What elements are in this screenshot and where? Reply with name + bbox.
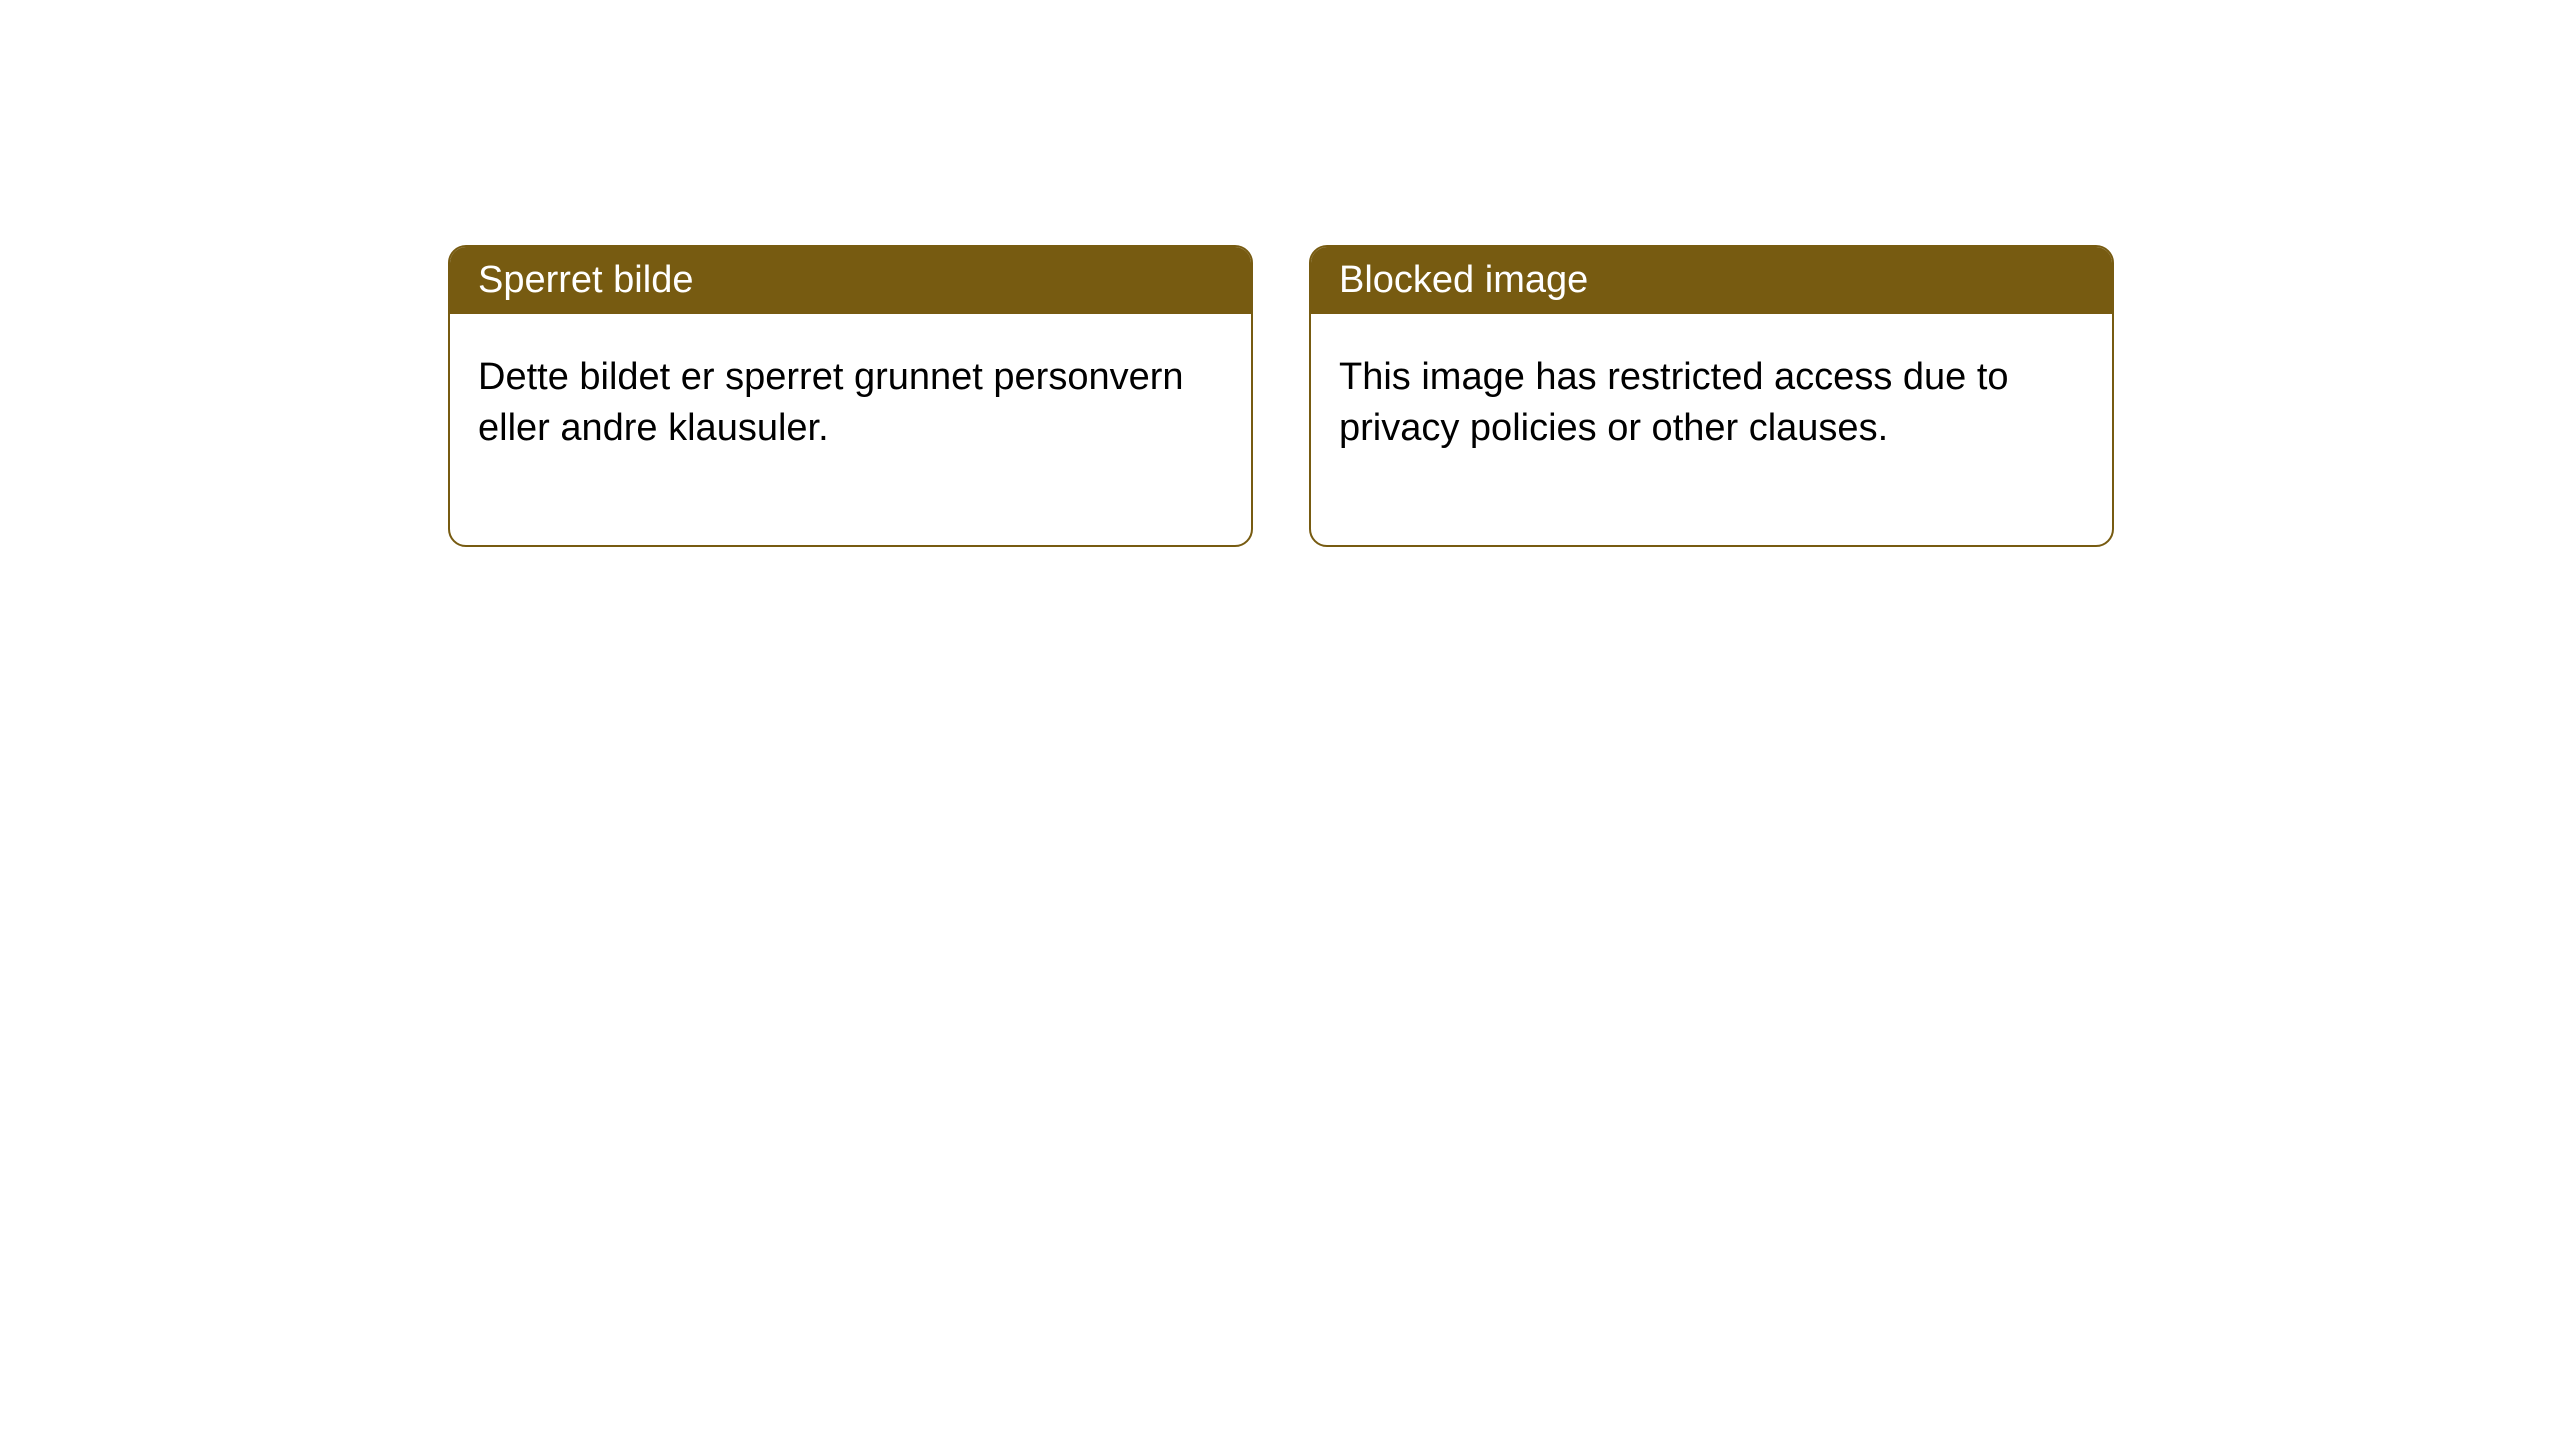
- notice-card-title: Blocked image: [1339, 259, 1588, 301]
- notice-card-body: This image has restricted access due to …: [1311, 314, 2112, 545]
- notice-card-title: Sperret bilde: [478, 259, 693, 301]
- notice-card-message: This image has restricted access due to …: [1339, 356, 2009, 449]
- notice-card-header: Blocked image: [1311, 247, 2112, 314]
- notice-container: Sperret bilde Dette bildet er sperret gr…: [448, 245, 2114, 547]
- notice-card-english: Blocked image This image has restricted …: [1309, 245, 2114, 547]
- notice-card-norwegian: Sperret bilde Dette bildet er sperret gr…: [448, 245, 1253, 547]
- notice-card-body: Dette bildet er sperret grunnet personve…: [450, 314, 1251, 545]
- notice-card-message: Dette bildet er sperret grunnet personve…: [478, 356, 1184, 449]
- notice-card-header: Sperret bilde: [450, 247, 1251, 314]
